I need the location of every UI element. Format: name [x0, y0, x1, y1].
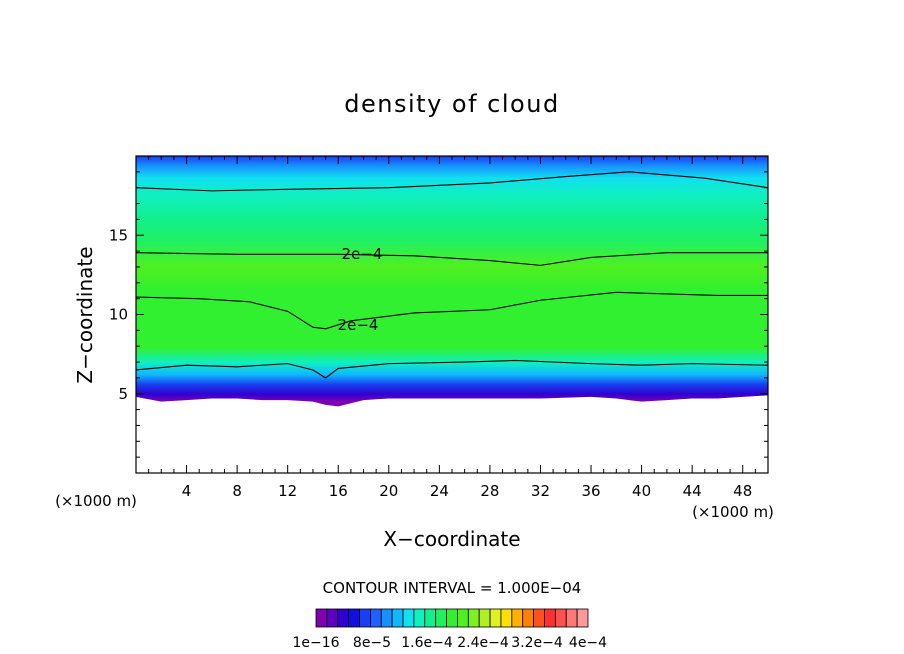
contour-labels: 2e−4 2e−4	[338, 245, 383, 334]
x-tick-label: 24	[430, 482, 449, 500]
density-field	[136, 156, 768, 407]
plot-area	[136, 156, 768, 407]
x-tick-label: 32	[531, 482, 550, 500]
colorbar-label: 8e−5	[353, 635, 391, 651]
colorbar-swatch	[554, 608, 567, 628]
colorbar-swatch	[391, 608, 404, 628]
x-tick-label: 48	[733, 482, 752, 500]
colorbar-label: 1e−16	[292, 635, 339, 651]
colorbar-swatch	[478, 608, 491, 628]
colorbar-swatch	[348, 608, 360, 628]
x-axis-unit-right: (×1000 m)	[692, 503, 774, 521]
colorbar-swatch	[576, 608, 589, 628]
x-axis-unit-left: (×1000 m)	[55, 492, 137, 510]
x-tick-label: 44	[683, 482, 702, 500]
x-tick-label: 40	[632, 482, 651, 500]
x-axis-label: X−coordinate	[383, 527, 520, 551]
contour-line	[136, 291, 768, 330]
x-tick-label: 12	[278, 482, 297, 500]
colorbar-swatch	[544, 608, 556, 628]
colorbar-swatch	[457, 608, 469, 628]
colorbar-swatch	[337, 608, 350, 628]
x-tick-label: 16	[329, 482, 348, 500]
colorbar-swatch	[326, 608, 339, 628]
colorbar-labels: 1e−16 8e−5 1.6e−4 2.4e−4 3.2e−4 4e−4	[292, 635, 607, 651]
contour-interval-text: CONTOUR INTERVAL = 1.000E−04	[323, 579, 582, 597]
y-axis-label: Z−coordinate	[73, 246, 97, 383]
colorbar-label: 4e−4	[569, 635, 607, 651]
y-tick-label: 5	[118, 385, 128, 403]
colorbar-swatch	[446, 608, 458, 628]
colorbar-swatch	[467, 608, 480, 628]
colorbar	[315, 608, 589, 628]
y-axis-ticks: 5 10 15	[109, 171, 768, 458]
x-axis-ticks: 4 8 12 16 20 24 28 32 36 40 44 48	[148, 156, 756, 500]
contour-line	[136, 359, 768, 379]
colorbar-swatch	[489, 608, 502, 628]
colorbar-swatch	[522, 608, 534, 628]
colorbar-swatch	[424, 608, 437, 628]
x-tick-label: 36	[581, 482, 600, 500]
colorbar-swatch	[413, 608, 426, 628]
contour-line	[136, 171, 768, 192]
x-tick-label: 8	[232, 482, 242, 500]
colorbar-swatch	[380, 608, 393, 628]
colorbar-swatch	[315, 608, 328, 628]
colorbar-swatch	[565, 608, 578, 628]
contour-lines	[136, 171, 768, 379]
contour-line	[136, 252, 768, 266]
y-tick-label: 10	[109, 306, 128, 324]
x-tick-label: 4	[182, 482, 192, 500]
colorbar-swatch	[511, 608, 524, 628]
colorbar-swatch	[500, 608, 513, 628]
colorbar-label: 2.4e−4	[457, 635, 509, 651]
colorbar-swatch	[359, 608, 371, 628]
contour-label: 2e−4	[342, 245, 383, 263]
x-tick-label: 20	[379, 482, 398, 500]
colorbar-swatch	[533, 608, 545, 628]
colorbar-swatch	[435, 608, 447, 628]
colorbar-label: 3.2e−4	[511, 635, 563, 651]
x-tick-label: 28	[480, 482, 499, 500]
contour-label: 2e−4	[338, 316, 379, 334]
colorbar-swatch	[369, 608, 382, 628]
colorbar-label: 1.6e−4	[401, 635, 453, 651]
chart-title: density of cloud	[344, 90, 559, 118]
y-tick-label: 15	[109, 226, 128, 244]
colorbar-swatch	[402, 608, 415, 628]
